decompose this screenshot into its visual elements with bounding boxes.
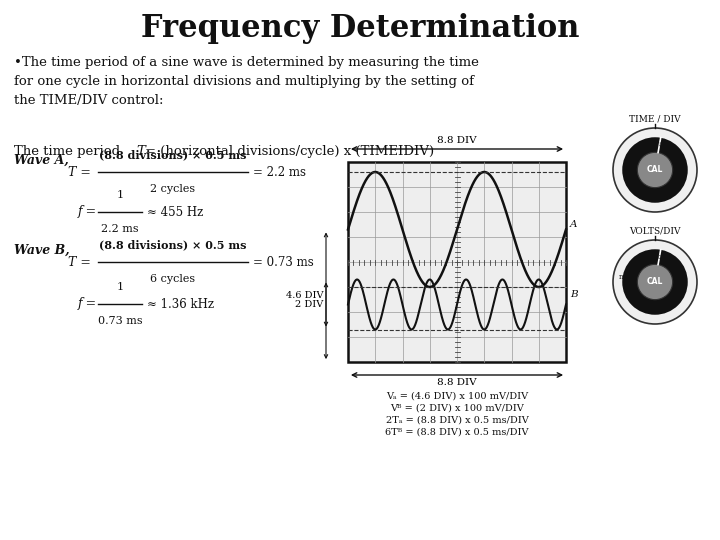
Text: = 0.73 ms: = 0.73 ms [253,255,314,268]
Text: CAL: CAL [647,165,663,174]
Text: 1: 1 [117,190,124,200]
Text: 2.2 ms: 2.2 ms [102,224,139,234]
Circle shape [613,240,697,324]
Text: mV: mV [619,273,631,281]
Text: 10: 10 [677,161,683,170]
Text: TIME / DIV: TIME / DIV [629,114,681,123]
Circle shape [637,152,672,187]
Text: 10: 10 [673,289,682,298]
Text: Vₐ = (4.6 DIV) x 100 mV/DIV: Vₐ = (4.6 DIV) x 100 mV/DIV [386,392,528,401]
Text: 0.2: 0.2 [635,144,646,154]
Circle shape [622,137,688,202]
Text: ≈ 1.36 kHz: ≈ 1.36 kHz [147,298,214,310]
Text: 50: 50 [666,185,675,194]
Text: 5: 5 [673,153,680,159]
Text: f =: f = [78,206,97,219]
Text: 2 cycles: 2 cycles [150,184,196,194]
Text: 1: 1 [657,143,662,148]
Text: 0.5: 0.5 [644,142,654,149]
Text: 8.8 DIV: 8.8 DIV [437,136,477,145]
Text: 2: 2 [673,265,680,271]
Text: 0.1: 0.1 [629,151,639,162]
Text: = (horizontal divisions/cycle) x (TIMEIDIV): = (horizontal divisions/cycle) x (TIMEID… [145,145,434,158]
Text: = 2.2 ms: = 2.2 ms [253,165,306,179]
Text: B: B [570,290,577,299]
Text: T =: T = [68,165,91,179]
Bar [348,162,566,362]
Text: Wave A,: Wave A, [14,153,68,166]
Text: Wave B,: Wave B, [14,244,70,256]
Text: The time period: The time period [14,145,125,158]
Text: Frequency Determination: Frequency Determination [140,13,580,44]
Text: 1: 1 [117,282,124,292]
Text: ≈ 455 Hz: ≈ 455 Hz [147,206,203,219]
Text: 50: 50 [629,264,638,273]
Text: Vᴮ = (2 DIV) x 100 mV/DIV: Vᴮ = (2 DIV) x 100 mV/DIV [390,404,524,413]
Text: (8.8 divisions) × 0.5 ms: (8.8 divisions) × 0.5 ms [99,149,247,160]
Text: 8.8 DIV: 8.8 DIV [437,378,477,387]
Text: 4.6 DIV: 4.6 DIV [286,291,323,300]
Text: CAL: CAL [647,278,663,287]
Text: 2Tₐ = (8.8 DIV) x 0.5 ms/DIV: 2Tₐ = (8.8 DIV) x 0.5 ms/DIV [386,416,528,425]
Text: 500: 500 [653,254,666,261]
Text: A: A [570,220,577,229]
Text: 2: 2 [666,146,672,152]
Text: 0.73 ms: 0.73 ms [98,316,143,326]
Text: T: T [136,145,145,158]
Text: 200: 200 [643,254,656,261]
Text: VOLTS/DIV: VOLTS/DIV [629,226,680,235]
Circle shape [613,128,697,212]
Circle shape [622,249,688,315]
Text: 20: 20 [673,177,682,186]
Text: 6 cycles: 6 cycles [150,274,196,284]
Text: 100: 100 [634,256,647,267]
Text: 2 DIV: 2 DIV [294,300,323,309]
Text: •The time period of a sine wave is determined by measuring the time
for one cycl: •The time period of a sine wave is deter… [14,56,479,107]
Text: f =: f = [78,298,97,310]
Text: 6Tᴮ = (8.8 DIV) x 0.5 ms/DIV: 6Tᴮ = (8.8 DIV) x 0.5 ms/DIV [385,428,528,437]
Text: 1: 1 [666,258,672,264]
Text: 5: 5 [677,275,683,280]
Circle shape [637,265,672,300]
Text: T =: T = [68,255,91,268]
Text: 20: 20 [666,298,675,306]
Text: (8.8 divisions) × 0.5 ms: (8.8 divisions) × 0.5 ms [99,239,247,250]
